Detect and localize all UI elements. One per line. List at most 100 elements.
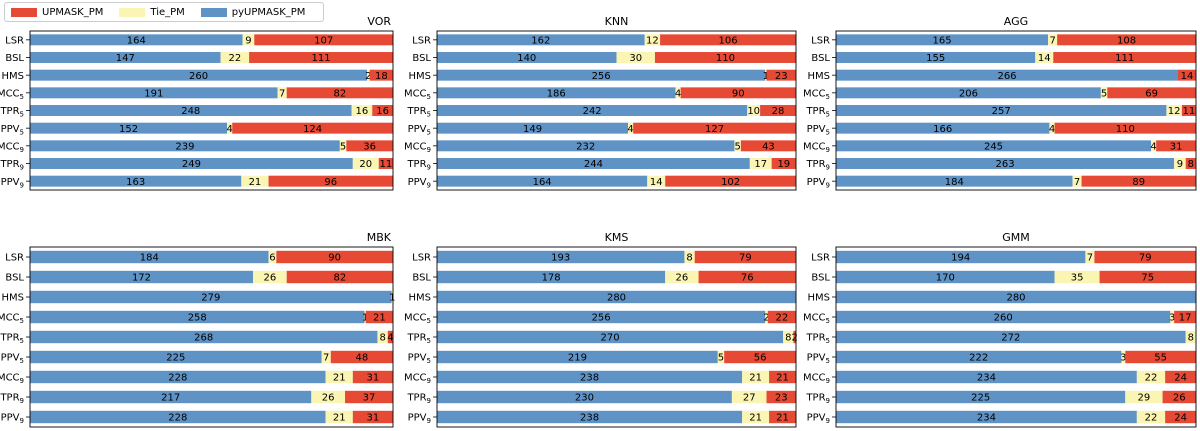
bar-vor-ppv9-pyupmask-pm [30, 175, 242, 187]
bar-knn-tpr5-upmask-pm [760, 105, 796, 116]
bar-vor-ppv5-tie-pm [227, 122, 233, 134]
bar-mbk-tpr9-pyupmask-pm [30, 390, 312, 404]
bar-gmm-mcc9-pyupmask-pm [836, 370, 1137, 384]
bar-agg-ppv9-upmask-pm [1081, 175, 1196, 187]
bar-agg-ppv9-pyupmask-pm [836, 175, 1073, 187]
bar-label-mbk-hms-tie-pm: 1 [389, 293, 395, 304]
bar-label-mbk-hms-pyupmask-pm: 279 [201, 293, 220, 304]
bar-label-kms-lsr-tie-pm: 8 [686, 253, 692, 264]
bar-label-mbk-bsl-pyupmask-pm: 172 [132, 273, 151, 284]
y-tick-label-knn-mcc5: MCC5 [404, 88, 431, 101]
bar-label-kms-tpr9-pyupmask-pm: 230 [575, 393, 594, 404]
y-tick-label-mbk-ppv5: PPV5 [1, 353, 24, 366]
bar-label-gmm-ppv5-upmask-pm: 55 [1154, 353, 1167, 364]
panel-title-knn: KNN [605, 15, 629, 28]
bar-label-gmm-hms-pyupmask-pm: 280 [1006, 293, 1025, 304]
bar-mbk-hms-pyupmask-pm [30, 290, 392, 304]
y-tick-label-mbk-hms: HMS [2, 293, 25, 304]
panel-frame-knn [436, 30, 797, 191]
bar-gmm-bsl-pyupmask-pm [836, 270, 1055, 284]
bar-agg-ppv5-pyupmask-pm [836, 122, 1050, 134]
bar-vor-tpr9-upmask-pm [378, 158, 393, 169]
bar-knn-ppv9-tie-pm [647, 175, 666, 187]
panel-gmm: GMM 194 7 79 LSR 170 35 75 BSL 280 HMS 260 3 17 MCC5 27… [803, 231, 1197, 428]
bar-vor-tpr5-upmask-pm [372, 105, 393, 116]
y-tick-label-gmm-ppv5: PPV5 [807, 353, 830, 366]
bar-label-mbk-tpr5-pyupmask-pm: 268 [194, 333, 213, 344]
y-tick-label-vor-bsl: BSL [5, 53, 24, 64]
y-tick-label-agg-tpr5: TPR5 [805, 106, 830, 119]
bar-label-knn-bsl-upmask-pm: 110 [716, 53, 735, 64]
bar-kms-ppv5-pyupmask-pm [437, 350, 718, 364]
bar-label-mbk-tpr9-pyupmask-pm: 217 [161, 393, 180, 404]
bar-knn-mcc9-upmask-pm [740, 140, 796, 152]
bar-label-kms-ppv9-upmask-pm: 21 [776, 413, 789, 424]
bar-label-knn-ppv5-upmask-pm: 127 [705, 124, 724, 135]
bar-agg-bsl-upmask-pm [1053, 52, 1196, 63]
bar-label-knn-lsr-pyupmask-pm: 162 [531, 35, 550, 46]
panel-title-agg: AGG [1004, 15, 1028, 28]
bar-label-agg-ppv9-upmask-pm: 89 [1132, 177, 1145, 188]
legend-swatch-pyupmask [200, 7, 227, 17]
bar-label-knn-mcc9-pyupmask-pm: 232 [576, 141, 595, 152]
bar-knn-ppv9-upmask-pm [665, 175, 796, 187]
bar-label-gmm-ppv9-upmask-pm: 24 [1174, 413, 1187, 424]
bar-knn-mcc5-tie-pm [675, 87, 681, 99]
y-tick-label-gmm-mcc5: MCC5 [803, 313, 830, 326]
bar-label-kms-mcc5-tie-pm: 2 [763, 313, 769, 324]
bar-label-knn-tpr5-tie-pm: 10 [747, 106, 760, 117]
bar-knn-mcc9-pyupmask-pm [437, 140, 735, 152]
bar-mbk-tpr5-tie-pm [377, 330, 388, 344]
y-tick-label-gmm-tpr5: TPR5 [805, 333, 830, 346]
bar-label-mbk-ppv9-tie-pm: 21 [333, 413, 346, 424]
bar-vor-tpr5-pyupmask-pm [30, 105, 352, 116]
bar-label-vor-ppv5-pyupmask-pm: 152 [119, 124, 138, 135]
bar-agg-hms-pyupmask-pm [836, 69, 1178, 81]
bar-label-knn-bsl-tie-pm: 30 [629, 53, 642, 64]
bar-label-kms-lsr-pyupmask-pm: 193 [551, 253, 570, 264]
y-tick-label-kms-bsl: BSL [412, 273, 431, 284]
bar-label-mbk-bsl-upmask-pm: 82 [333, 273, 346, 284]
bar-kms-tpr5-pyupmask-pm [437, 330, 784, 344]
bar-label-gmm-ppv5-pyupmask-pm: 222 [969, 353, 988, 364]
bar-kms-bsl-upmask-pm [698, 270, 796, 284]
bar-label-vor-ppv9-tie-pm: 21 [249, 177, 262, 188]
bar-kms-mcc9-upmask-pm [769, 370, 796, 384]
bar-label-mbk-ppv5-upmask-pm: 48 [356, 353, 369, 364]
bar-knn-lsr-pyupmask-pm [437, 34, 645, 46]
bar-label-knn-mcc9-tie-pm: 5 [734, 141, 740, 152]
bar-vor-mcc5-tie-pm [277, 87, 287, 99]
bar-gmm-mcc5-tie-pm [1170, 310, 1175, 324]
bar-label-mbk-mcc9-tie-pm: 21 [333, 373, 346, 384]
y-tick-label-kms-tpr9: TPR9 [406, 393, 431, 406]
bar-knn-lsr-upmask-pm [660, 34, 796, 46]
bar-label-agg-ppv5-pyupmask-pm: 166 [933, 124, 952, 135]
bar-label-kms-mcc5-upmask-pm: 22 [776, 313, 789, 324]
bar-label-knn-ppv5-tie-pm: 4 [627, 124, 633, 135]
y-tick-label-mbk-mcc5: MCC5 [0, 313, 24, 326]
bar-agg-ppv9-tie-pm [1072, 175, 1082, 187]
y-tick-label-mbk-ppv9: PPV9 [1, 413, 24, 426]
bar-vor-hms-upmask-pm [369, 69, 393, 81]
bar-knn-tpr9-tie-pm [749, 158, 772, 169]
bar-kms-tpr9-tie-pm [731, 390, 767, 404]
bar-kms-mcc5-tie-pm [765, 310, 768, 324]
bar-label-knn-ppv9-pyupmask-pm: 164 [533, 177, 552, 188]
bar-label-gmm-mcc5-pyupmask-pm: 260 [994, 313, 1013, 324]
bar-knn-ppv5-pyupmask-pm [437, 122, 629, 134]
y-tick-label-gmm-ppv9: PPV9 [807, 413, 830, 426]
bar-label-mbk-lsr-upmask-pm: 90 [328, 253, 341, 264]
bar-label-knn-mcc9-upmask-pm: 43 [762, 141, 775, 152]
bar-knn-lsr-tie-pm [644, 34, 661, 46]
bar-label-agg-ppv9-pyupmask-pm: 184 [945, 177, 964, 188]
panel-frame-vor [29, 30, 394, 191]
bar-label-agg-hms-upmask-pm: 14 [1181, 71, 1194, 82]
bar-label-vor-mcc5-tie-pm: 7 [279, 88, 285, 99]
bar-label-mbk-lsr-tie-pm: 6 [269, 253, 275, 264]
bar-gmm-ppv5-pyupmask-pm [836, 350, 1122, 364]
bar-label-gmm-lsr-upmask-pm: 79 [1139, 253, 1152, 264]
bar-label-vor-mcc5-upmask-pm: 82 [333, 88, 346, 99]
bar-label-gmm-ppv5-tie-pm: 3 [1120, 353, 1126, 364]
